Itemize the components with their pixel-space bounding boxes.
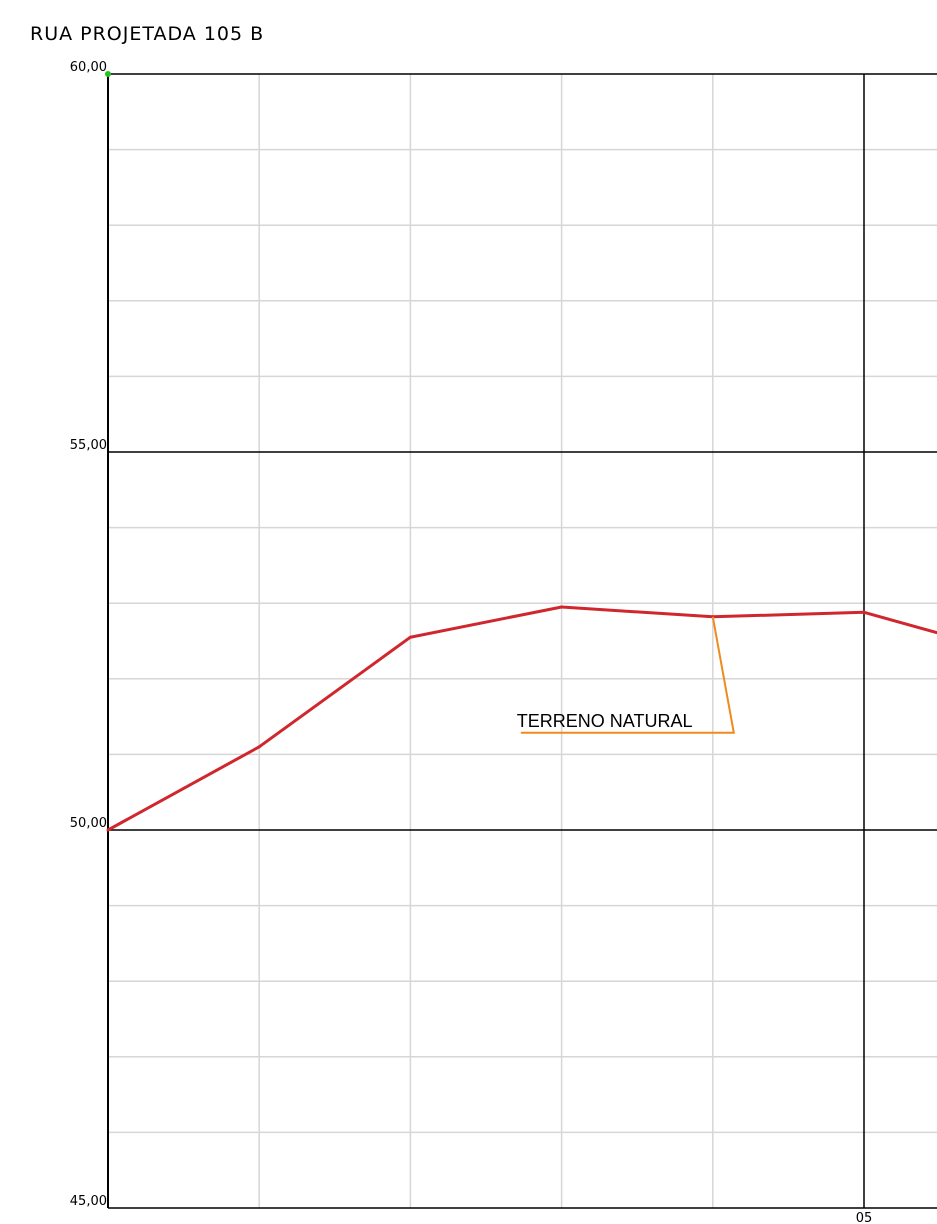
y-tick-label: 50,00	[70, 816, 107, 831]
major-grid	[108, 73, 937, 1209]
tick-labels: 60,00 55,00 50,00 45,00 05	[70, 60, 872, 1224]
data-point	[560, 605, 564, 609]
annotation-leader	[520, 616, 735, 734]
data-point	[408, 635, 412, 639]
axes	[105, 71, 111, 1208]
data-point	[257, 745, 261, 749]
annotation-label: TERRENO NATURAL	[517, 711, 693, 731]
data-point	[862, 610, 866, 614]
data-point	[106, 828, 110, 832]
series-layer	[106, 605, 937, 832]
minor-grid	[108, 74, 937, 1208]
chart-title: RUA PROJETADA 105 B	[30, 23, 264, 45]
y-tick-label: 55,00	[70, 438, 107, 453]
origin-marker	[105, 71, 111, 77]
y-tick-label: 45,00	[70, 1194, 107, 1209]
y-tick-label: 60,00	[70, 60, 107, 75]
x-tick-label: 05	[856, 1211, 873, 1224]
annotation-layer: TERRENO NATURAL	[517, 616, 735, 734]
